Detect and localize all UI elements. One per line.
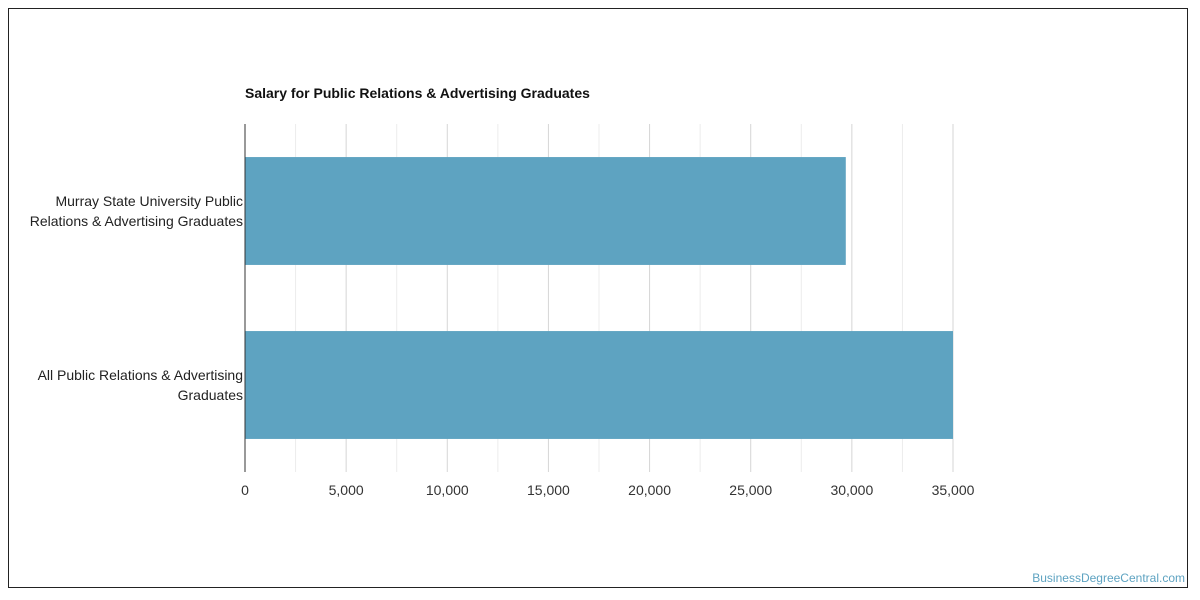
category-labels: Murray State University Public Relations … bbox=[30, 193, 243, 403]
watermark: BusinessDegreeCentral.com bbox=[1032, 571, 1185, 585]
chart-title: Salary for Public Relations & Advertisin… bbox=[245, 85, 590, 101]
x-tick-label: 30,000 bbox=[830, 482, 873, 498]
x-tick-label: 15,000 bbox=[527, 482, 570, 498]
tick-labels: 0 5,000 10,000 15,000 20,000 25,000 30,000 35,0… bbox=[241, 482, 975, 498]
x-tick-label: 25,000 bbox=[729, 482, 772, 498]
category-label-2: All Public Relations & Advertising Gradua… bbox=[38, 367, 243, 403]
x-tick-label: 5,000 bbox=[329, 482, 364, 498]
category-label-1: Murray State University Public Relations … bbox=[30, 193, 243, 229]
bars bbox=[245, 157, 953, 439]
chart-frame bbox=[8, 8, 1188, 588]
bar-2 bbox=[245, 331, 953, 439]
x-tick-label: 0 bbox=[241, 482, 249, 498]
x-tick-label: 20,000 bbox=[628, 482, 671, 498]
x-tick-label: 35,000 bbox=[932, 482, 975, 498]
x-tick-label: 10,000 bbox=[426, 482, 469, 498]
bar-1 bbox=[245, 157, 846, 265]
